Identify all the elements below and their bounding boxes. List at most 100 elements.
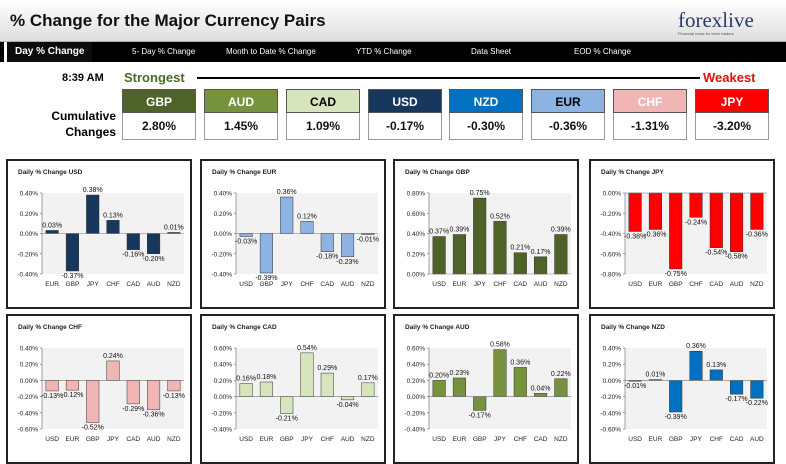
bar (280, 396, 294, 414)
bar (730, 192, 744, 252)
bar-chart: 0.00% -0.20% -0.40% -0.60% -0.80% -0.38% USD -0… (600, 191, 768, 289)
chart-title: Daily % Change GBP (405, 169, 470, 176)
y-tick-label: -0.40% (600, 410, 621, 417)
x-tick-label: EUR (649, 281, 663, 288)
data-label: 0.23% (449, 370, 469, 377)
x-tick-label: JPY (474, 281, 487, 288)
currency-cumulative-value: 1.45% (204, 113, 278, 140)
cumulative-label-line1: Cumulative (51, 109, 116, 123)
cumulative-changes-label: Cumulative Changes (36, 108, 116, 140)
y-tick-label: -0.40% (211, 427, 232, 434)
bar (709, 369, 723, 381)
data-label: -0.13% (41, 393, 63, 400)
bar (126, 380, 140, 405)
data-label: -0.22% (746, 400, 768, 407)
y-tick-label: -0.40% (17, 410, 38, 417)
bar (45, 380, 59, 392)
data-label: -0.39% (665, 414, 687, 421)
data-label: 0.20% (429, 372, 449, 379)
data-label: 0.21% (510, 245, 530, 252)
x-tick-label: EUR (260, 436, 274, 443)
y-tick-label: -0.60% (600, 427, 621, 434)
y-tick-label: 0.00% (407, 394, 426, 401)
x-tick-label: AUD (750, 436, 764, 443)
y-tick-label: 0.80% (407, 191, 426, 198)
data-label: -0.20% (142, 256, 164, 263)
chart-panel-nzd: Daily % Change NZD 0.40% 0.20% 0.00% -0.20% -… (589, 314, 775, 464)
data-label: 0.12% (297, 213, 317, 220)
currency-box-aud: AUD 1.45% (204, 89, 278, 140)
chart-panel-gbp: Daily % Change GBP 0.80% 0.60% 0.40% 0.20% 0.… (393, 159, 579, 309)
currency-name: EUR (531, 89, 605, 113)
bar (106, 220, 120, 234)
x-tick-label: CAD (513, 281, 527, 288)
x-tick-label: USD (239, 436, 253, 443)
data-label: 0.52% (490, 213, 510, 220)
bar (730, 380, 744, 395)
x-tick-label: JPY (301, 436, 314, 443)
tab-month-to-date-change[interactable]: Month to Date % Change (226, 47, 316, 56)
data-label: 0.18% (256, 374, 276, 381)
bar (554, 234, 568, 275)
data-label: 0.03% (42, 222, 62, 229)
x-tick-label: NZD (554, 436, 568, 443)
bar (554, 378, 568, 397)
y-tick-label: -0.20% (600, 211, 621, 218)
y-tick-label: -0.60% (17, 427, 38, 434)
chart-title: Daily % Change CAD (212, 324, 277, 331)
data-label: 0.37% (429, 229, 449, 236)
bar (147, 380, 161, 410)
data-label: 0.16% (236, 376, 256, 383)
x-tick-label: EUR (453, 281, 467, 288)
bar (432, 380, 446, 397)
currency-box-eur: EUR -0.36% (531, 89, 605, 140)
x-tick-label: NZD (750, 281, 764, 288)
tab-data-sheet[interactable]: Data Sheet (471, 47, 512, 56)
bar (300, 352, 314, 397)
bar (341, 396, 355, 401)
y-tick-label: 0.00% (214, 231, 233, 238)
tab-ytd-change[interactable]: YTD % Change (356, 47, 412, 56)
bar (513, 367, 527, 397)
header: % Change for the Major Currency Pairs fo… (0, 0, 786, 42)
bar (709, 192, 723, 248)
x-tick-label: USD (432, 436, 446, 443)
bar (320, 372, 334, 397)
bar (493, 221, 507, 275)
tab-5-day-change[interactable]: 5- Day % Change (132, 47, 196, 56)
y-tick-label: -0.20% (17, 394, 38, 401)
x-tick-label: CHF (710, 436, 723, 443)
data-label: 0.36% (686, 343, 706, 350)
page-title: % Change for the Major Currency Pairs (10, 11, 326, 30)
chart-panel-chf: Daily % Change CHF 0.40% 0.20% 0.00% -0.20% -… (6, 314, 192, 464)
y-tick-label: 0.20% (20, 211, 39, 218)
tab-eod-change[interactable]: EOD % Change (574, 47, 631, 56)
y-tick-label: 0.20% (407, 378, 426, 385)
x-tick-label: CHF (493, 281, 506, 288)
forexlive-logo[interactable]: forexlive Financial news for forex trade… (678, 8, 774, 38)
bar (239, 233, 253, 237)
currency-name: CAD (286, 89, 360, 113)
data-label: 0.38% (83, 187, 103, 194)
data-label: 0.75% (470, 190, 490, 197)
bar-chart: 0.40% 0.20% 0.00% -0.20% -0.40% 0.03% EUR-0.37… (17, 187, 184, 288)
data-label: -0.36% (142, 412, 164, 419)
chart-title: Daily % Change EUR (212, 169, 277, 176)
x-tick-label: NZD (167, 281, 181, 288)
data-label: -0.29% (122, 406, 144, 413)
x-tick-label: CAD (320, 281, 334, 288)
x-tick-label: JPY (494, 436, 507, 443)
bar (750, 380, 764, 399)
data-label: -0.17% (725, 396, 747, 403)
data-label: -0.16% (122, 252, 144, 259)
bar (452, 377, 466, 397)
x-tick-label: USD (239, 281, 253, 288)
x-tick-label: CAD (126, 436, 140, 443)
tab-day-change[interactable]: Day % Change (4, 42, 93, 62)
currency-name: CHF (613, 89, 687, 113)
bar (65, 233, 79, 272)
data-label: -0.03% (235, 239, 257, 246)
y-tick-label: -0.20% (17, 251, 38, 258)
y-tick-label: 0.00% (407, 272, 426, 279)
y-tick-label: 0.40% (407, 362, 426, 369)
